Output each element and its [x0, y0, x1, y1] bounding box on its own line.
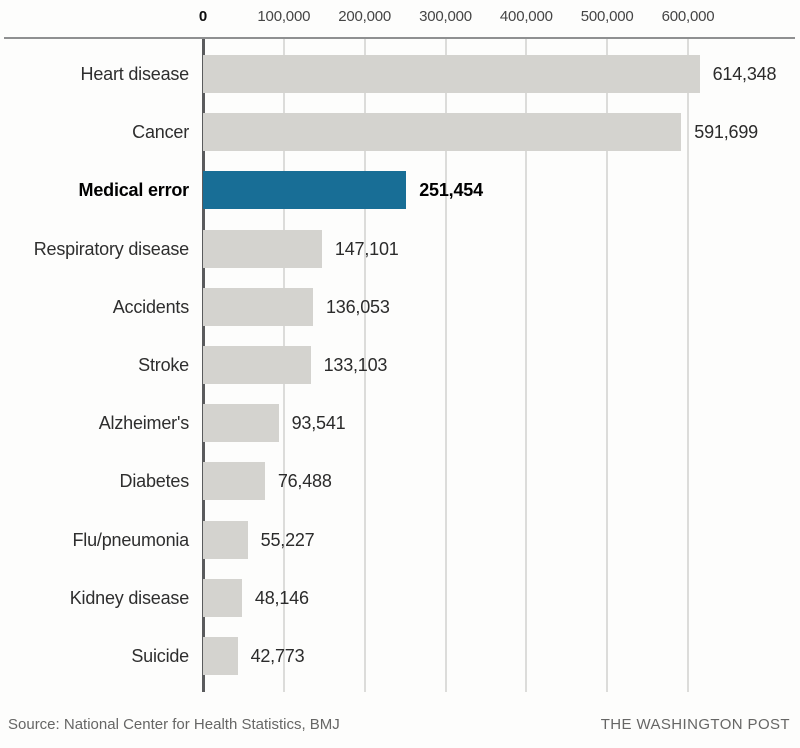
bar [203, 287, 313, 326]
value-label: 42,773 [250, 646, 305, 666]
x-tick-label: 500,000 [580, 8, 634, 25]
bar [203, 55, 700, 93]
category-label: Stroke [138, 355, 189, 375]
bar [203, 578, 242, 617]
category-label: Medical error [78, 180, 190, 201]
x-tick-label: 300,000 [419, 8, 472, 25]
gridline [444, 39, 447, 692]
value-label: 76,488 [277, 471, 332, 492]
value-label: 133,103 [323, 355, 388, 375]
category-label: Heart disease [80, 64, 190, 84]
value-label: 614,348 [712, 64, 777, 84]
bar [203, 229, 322, 268]
value-label: 93,541 [291, 413, 346, 434]
category-label: Suicide [131, 646, 189, 666]
category-label: Cancer [132, 122, 189, 143]
bar-highlight [203, 171, 407, 210]
category-label: Respiratory disease [33, 238, 189, 259]
bar [203, 520, 248, 559]
category-label: Diabetes [119, 471, 190, 492]
bar [203, 404, 279, 443]
bar [203, 462, 265, 501]
category-label: Flu/pneumonia [72, 529, 190, 550]
gridline [363, 39, 366, 692]
x-tick-label: 600,000 [661, 8, 715, 25]
bar [203, 637, 238, 675]
gridline [687, 39, 689, 692]
gridline [525, 39, 528, 692]
x-axis-line [4, 37, 795, 39]
value-label: 251,454 [419, 180, 483, 201]
category-label: Kidney disease [69, 587, 189, 608]
value-label: 591,699 [694, 122, 758, 143]
x-tick-label: 400,000 [499, 8, 553, 25]
value-label: 147,101 [334, 238, 399, 259]
source-text: Source: National Center for Health Stati… [8, 716, 340, 733]
gridline [606, 39, 609, 692]
category-label: Alzheimer's [98, 413, 189, 434]
value-label: 48,146 [254, 587, 309, 608]
bar [203, 113, 682, 152]
value-label: 55,227 [260, 529, 315, 550]
category-label: Accidents [112, 296, 189, 317]
publisher-credit: THE WASHINGTON POST [600, 716, 790, 733]
value-label: 136,053 [325, 296, 390, 317]
x-tick-label: 100,000 [257, 8, 311, 25]
bar [203, 346, 311, 384]
chart-footer: Source: National Center for Health Stati… [8, 716, 790, 733]
x-tick-label: 200,000 [338, 8, 392, 25]
x-tick-label: 0 [198, 8, 208, 25]
